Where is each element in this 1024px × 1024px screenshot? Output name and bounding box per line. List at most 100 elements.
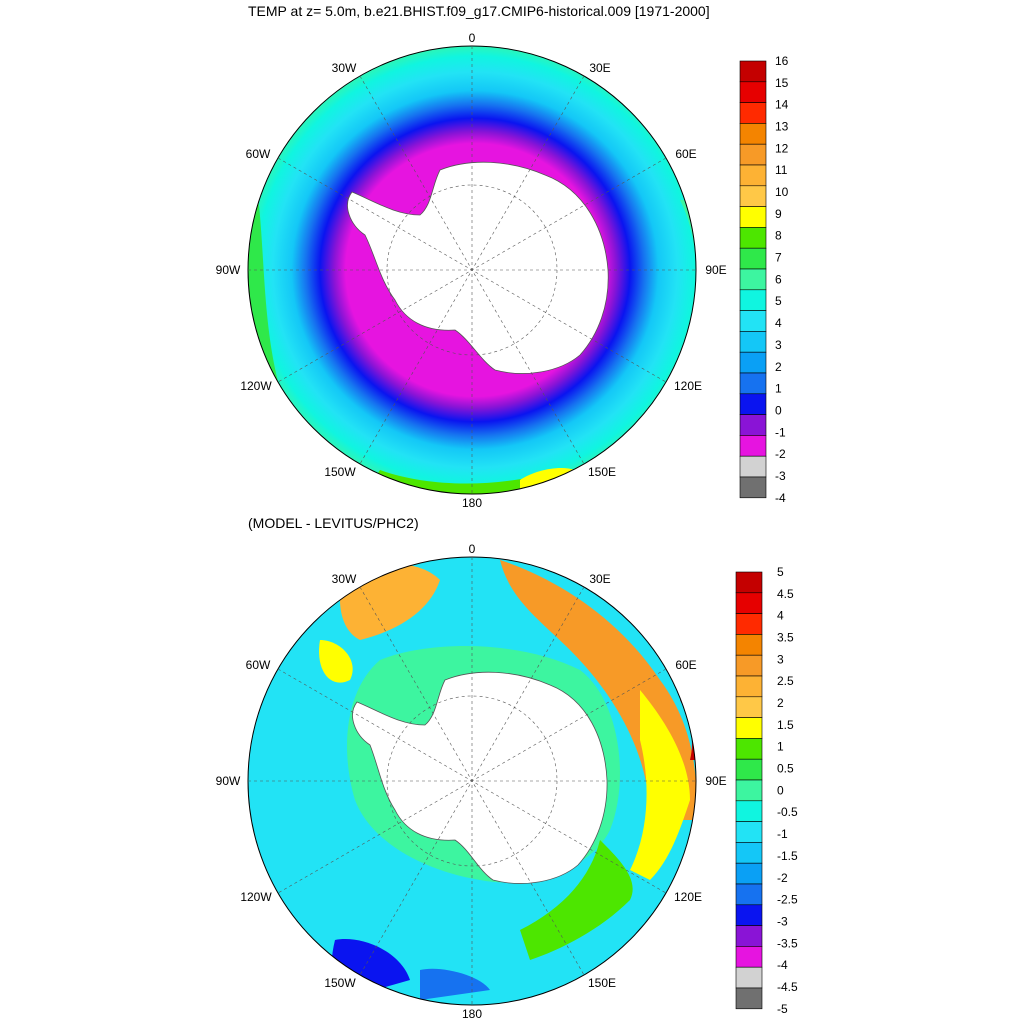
- bottom-label-60e: 60E: [675, 658, 696, 672]
- bottom-antarctica-landmass: [352, 671, 608, 884]
- top-label-180: 180: [462, 496, 482, 510]
- bottom-cold-spot: [420, 968, 490, 1000]
- colorbar-label: 10: [775, 185, 789, 199]
- colorbar-box: [735, 779, 763, 802]
- bottom-label-90w: 90W: [216, 774, 241, 788]
- colorbar-label: 5: [777, 565, 784, 579]
- bottom-label-30w: 30W: [332, 572, 357, 586]
- colorbar-label: -0.5: [777, 805, 798, 819]
- bottom-colorbar: 5 4.5 4 3.5 3 2.5 2 1.5 1 0.5 0 -0.5 -1 -1.5 -2 -2.5 -3 -…: [735, 565, 798, 1016]
- top-map-title: TEMP at z= 5.0m, b.e21.BHIST.f09_g17.CMI…: [248, 3, 710, 19]
- bottom-polar-map: 0 30W 30E 60W 60E 90W 90E 120W 120E 150W…: [216, 542, 727, 1021]
- colorbar-label: -5: [777, 1002, 788, 1016]
- bottom-label-120e: 120E: [674, 890, 702, 904]
- bottom-yellow-spot: [319, 640, 353, 683]
- colorbar-label: -1: [775, 425, 786, 439]
- colorbar-box: [739, 247, 767, 270]
- top-label-150w: 150W: [324, 465, 356, 479]
- colorbar-label: -1.5: [777, 849, 798, 863]
- colorbar-label: -4.5: [777, 980, 798, 994]
- colorbar-label: 9: [775, 207, 782, 221]
- bottom-label-180: 180: [462, 1007, 482, 1021]
- colorbar-label: 0: [777, 783, 784, 797]
- colorbar-label: 4: [777, 609, 784, 623]
- colorbar-label: 2: [775, 360, 782, 374]
- colorbar-label: -1: [777, 827, 788, 841]
- colorbar-label: 3: [775, 338, 782, 352]
- colorbar-box: [739, 123, 767, 145]
- colorbar-box: [735, 738, 763, 760]
- top-graticule: [248, 46, 696, 494]
- colorbar-label: 5: [775, 294, 782, 308]
- colorbar-label: 16: [775, 54, 789, 68]
- colorbar-box: [739, 372, 767, 395]
- colorbar-label: -3: [777, 914, 788, 928]
- colorbar-label: -2.5: [777, 893, 798, 907]
- top-label-0: 0: [469, 31, 476, 45]
- colorbar-box: [739, 143, 767, 166]
- bottom-label-30e: 30E: [589, 572, 610, 586]
- colorbar-box: [735, 883, 763, 906]
- colorbar-label: 14: [775, 98, 789, 112]
- colorbar-box: [739, 414, 767, 436]
- bottom-graticule: [248, 557, 696, 1005]
- colorbar-box: [735, 717, 763, 739]
- colorbar-box: [735, 987, 763, 1010]
- colorbar-box: [739, 227, 767, 249]
- colorbar-label: 7: [775, 251, 782, 265]
- top-label-150e: 150E: [588, 465, 616, 479]
- top-polar-map: 0 30W 30E 60W 60E 90W 90E 120W 120E 150W…: [216, 31, 727, 510]
- colorbar-label: 1: [775, 382, 782, 396]
- colorbar-box: [739, 102, 767, 124]
- bottom-label-90e: 90E: [705, 774, 726, 788]
- bottom-green-anomaly: [520, 840, 633, 960]
- colorbar-label: 0.5: [777, 762, 794, 776]
- top-label-60w: 60W: [246, 147, 271, 161]
- colorbar-box: [735, 946, 763, 968]
- colorbar-box: [739, 476, 767, 499]
- bottom-label-60w: 60W: [246, 658, 271, 672]
- colorbar-label: 11: [775, 163, 788, 177]
- colorbar-box: [739, 393, 767, 415]
- colorbar-box: [735, 696, 763, 718]
- colorbar-label: 8: [775, 229, 782, 243]
- colorbar-box: [735, 592, 763, 614]
- colorbar-label: -4: [775, 491, 786, 505]
- colorbar-box: [739, 206, 767, 228]
- colorbar-box: [735, 862, 763, 885]
- bottom-yellow-anomaly: [630, 690, 690, 880]
- colorbar-label: -3: [775, 469, 786, 483]
- colorbar-label: -2: [777, 871, 788, 885]
- colorbar-box: [739, 164, 767, 187]
- colorbar-box: [735, 966, 763, 989]
- top-label-30w: 30W: [332, 61, 357, 75]
- colorbar-box: [735, 571, 763, 594]
- top-antarctica-landmass: [347, 161, 609, 374]
- colorbar-label: 12: [775, 141, 789, 155]
- colorbar-box: [735, 925, 763, 947]
- colorbar-label: 15: [775, 76, 789, 90]
- colorbar-box: [735, 675, 763, 698]
- colorbar-label: 2.5: [777, 674, 794, 688]
- colorbar-box: [739, 185, 767, 207]
- colorbar-label: 4.5: [777, 587, 794, 601]
- colorbar-label: 1: [777, 740, 784, 754]
- colorbar-label: 2: [777, 696, 784, 710]
- colorbar-box: [735, 634, 763, 656]
- colorbar-box: [735, 800, 763, 822]
- colorbar-label: 4: [775, 316, 782, 330]
- colorbar-label: 1.5: [777, 718, 794, 732]
- top-label-90e: 90E: [705, 263, 726, 277]
- colorbar-label: -4: [777, 958, 788, 972]
- bottom-label-0: 0: [469, 542, 476, 556]
- colorbar-label: -3.5: [777, 936, 798, 950]
- colorbar-box: [735, 758, 763, 781]
- colorbar-box: [739, 81, 767, 103]
- colorbar-label: 6: [775, 272, 782, 286]
- colorbar-box: [735, 654, 763, 677]
- colorbar-box: [739, 455, 767, 478]
- top-label-60e: 60E: [675, 147, 696, 161]
- colorbar-label: 3.5: [777, 631, 794, 645]
